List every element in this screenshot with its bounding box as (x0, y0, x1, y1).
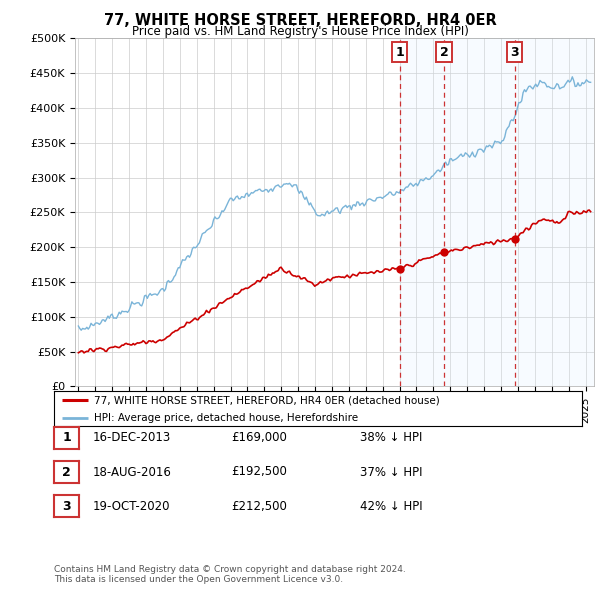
Text: 77, WHITE HORSE STREET, HEREFORD, HR4 0ER (detached house): 77, WHITE HORSE STREET, HEREFORD, HR4 0E… (94, 395, 439, 405)
Text: Contains HM Land Registry data © Crown copyright and database right 2024.
This d: Contains HM Land Registry data © Crown c… (54, 565, 406, 584)
Text: 77, WHITE HORSE STREET, HEREFORD, HR4 0ER: 77, WHITE HORSE STREET, HEREFORD, HR4 0E… (104, 13, 496, 28)
Text: 2: 2 (440, 46, 448, 59)
Text: 1: 1 (395, 46, 404, 59)
Text: 42% ↓ HPI: 42% ↓ HPI (360, 500, 422, 513)
Text: 3: 3 (510, 46, 519, 59)
Bar (515, 38, 594, 386)
Text: £192,500: £192,500 (231, 466, 287, 478)
Text: 38% ↓ HPI: 38% ↓ HPI (360, 431, 422, 444)
Text: £169,000: £169,000 (231, 431, 287, 444)
Text: 18-AUG-2016: 18-AUG-2016 (93, 466, 172, 478)
Text: 19-OCT-2020: 19-OCT-2020 (93, 500, 170, 513)
Text: HPI: Average price, detached house, Herefordshire: HPI: Average price, detached house, Here… (94, 413, 358, 423)
Text: 16-DEC-2013: 16-DEC-2013 (93, 431, 171, 444)
Text: Price paid vs. HM Land Registry's House Price Index (HPI): Price paid vs. HM Land Registry's House … (131, 25, 469, 38)
Text: £212,500: £212,500 (231, 500, 287, 513)
Text: 3: 3 (62, 500, 71, 513)
Text: 2: 2 (62, 466, 71, 478)
Text: 37% ↓ HPI: 37% ↓ HPI (360, 466, 422, 478)
Text: 1: 1 (62, 431, 71, 444)
Bar (444, 38, 515, 386)
Bar (400, 38, 444, 386)
